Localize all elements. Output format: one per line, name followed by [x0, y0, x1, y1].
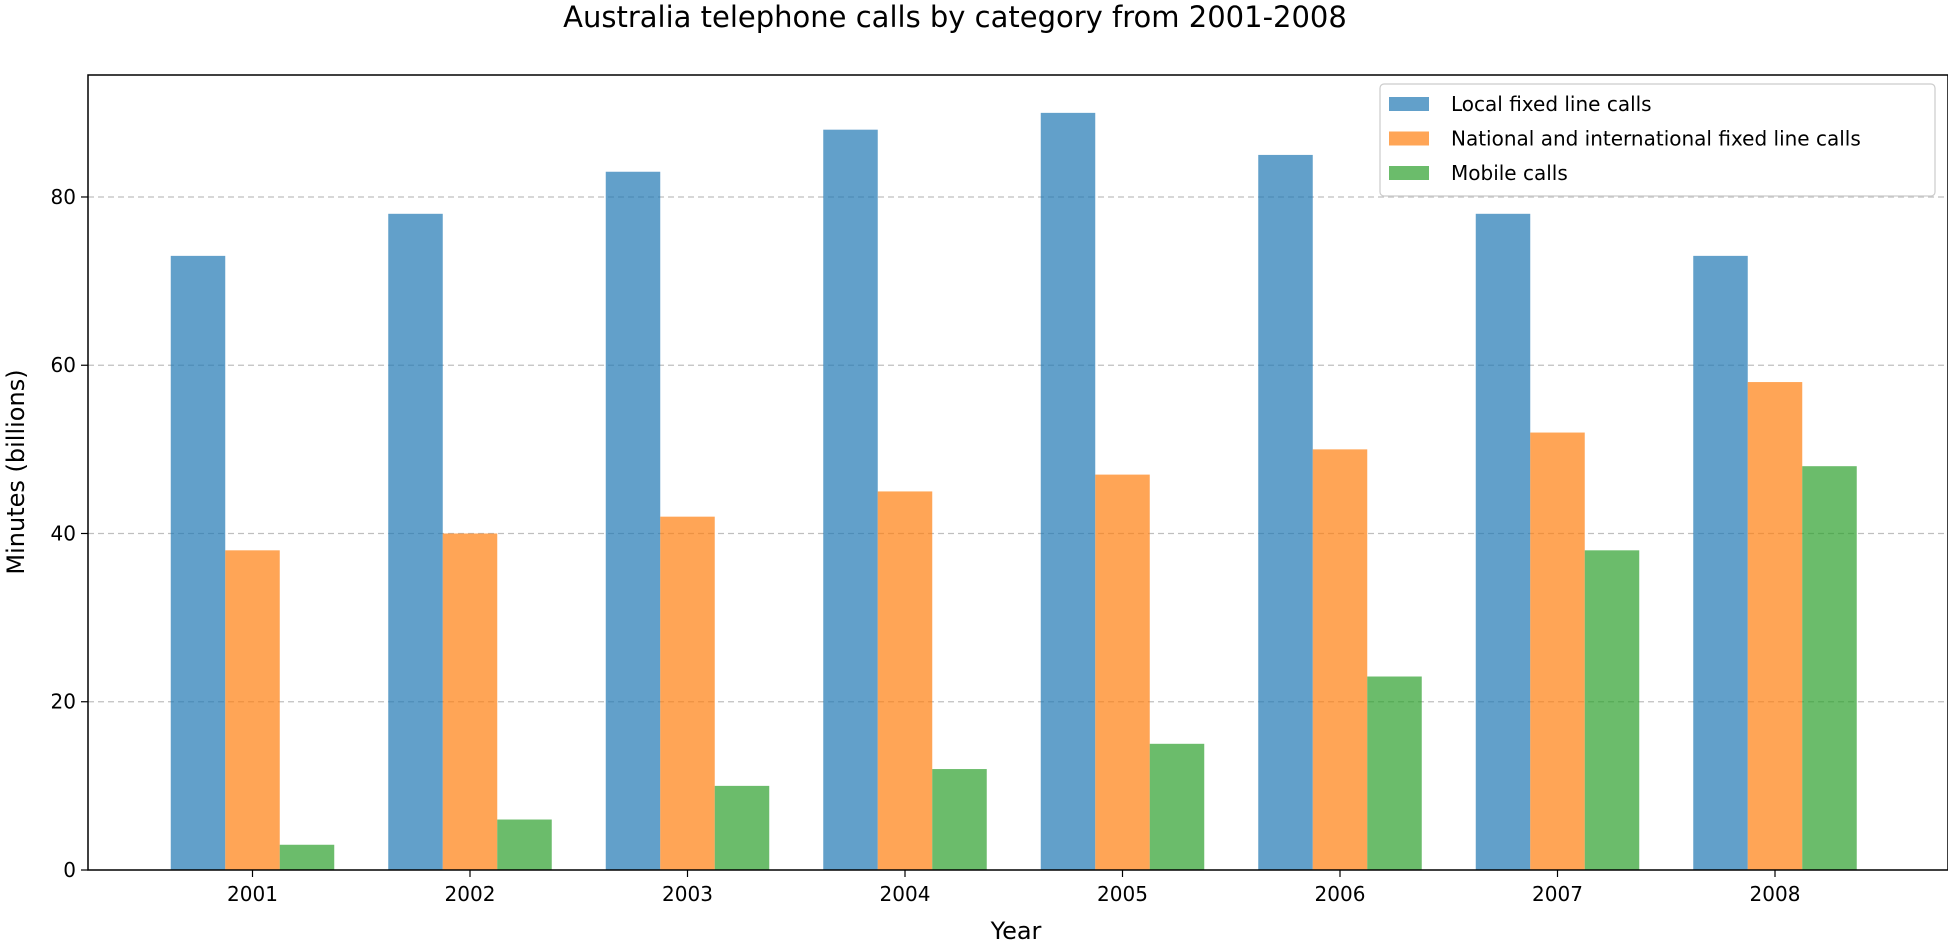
bar	[442, 533, 498, 870]
x-tick-label: 2008	[1750, 882, 1801, 906]
legend-label: National and international fixed line ca…	[1451, 127, 1861, 151]
x-tick-label: 2007	[1532, 882, 1583, 906]
chart-title: Australia telephone calls by category fr…	[563, 0, 1347, 34]
legend-swatch	[1389, 131, 1429, 146]
bar	[1693, 255, 1748, 870]
x-tick-label: 2004	[880, 882, 931, 906]
bar	[823, 129, 878, 870]
x-tick-label: 2003	[662, 882, 713, 906]
bar	[1095, 474, 1150, 870]
y-tick-label: 0	[63, 858, 76, 882]
x-axis-title: Year	[990, 917, 1042, 941]
x-tick-label: 2005	[1097, 882, 1148, 906]
y-tick-label: 20	[51, 690, 76, 714]
legend-box	[1379, 83, 1936, 197]
bar	[170, 255, 226, 870]
bar	[1367, 676, 1422, 870]
bar	[1802, 466, 1857, 870]
bar	[1584, 550, 1640, 870]
bar	[1312, 449, 1368, 870]
bar	[1258, 154, 1313, 870]
bar	[1040, 112, 1096, 871]
y-axis-title: Minutes (billions)	[2, 369, 30, 574]
bar	[497, 819, 552, 870]
bar	[1475, 213, 1531, 871]
bar	[714, 785, 770, 870]
bar	[279, 844, 335, 870]
legend: Local fixed line calls National and inter…	[1379, 83, 1936, 197]
bar	[877, 491, 933, 870]
bar	[388, 213, 443, 871]
y-tick-label: 40	[51, 521, 76, 545]
y-tick-label: 60	[51, 353, 76, 377]
x-tick-label: 2001	[227, 882, 278, 906]
x-tick-label: 2002	[445, 882, 496, 906]
y-tick-label: 80	[51, 185, 76, 209]
axis-ticks: 0 20 40 60 80 2001 2002 2003 2004 2005 2006 2007 200…	[51, 185, 1801, 906]
legend-label: Mobile calls	[1451, 161, 1568, 185]
bar	[225, 550, 280, 870]
plot-frame	[87, 74, 1948, 871]
legend-swatch	[1389, 97, 1429, 111]
legend-swatch	[1389, 166, 1429, 180]
bar	[660, 516, 715, 870]
bar	[1530, 432, 1585, 870]
bar	[1747, 382, 1803, 870]
x-tick-label: 2006	[1315, 882, 1366, 906]
bar	[1149, 743, 1205, 870]
bars	[170, 112, 1857, 871]
gridlines	[88, 196, 1948, 703]
legend-label: Local fixed line calls	[1451, 92, 1652, 116]
bar	[605, 171, 661, 870]
bar	[932, 769, 987, 870]
